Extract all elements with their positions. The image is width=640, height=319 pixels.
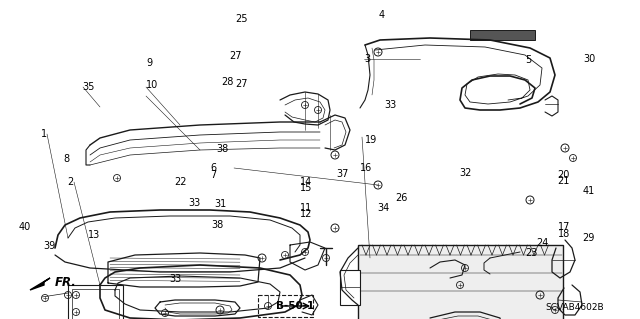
Text: SCVAB4602B: SCVAB4602B xyxy=(545,303,604,313)
Text: 39: 39 xyxy=(44,241,56,251)
Bar xyxy=(68,285,123,319)
Bar xyxy=(358,245,563,319)
Bar xyxy=(470,30,535,40)
Text: 23: 23 xyxy=(525,248,537,258)
Text: 34: 34 xyxy=(378,203,390,213)
Text: 33: 33 xyxy=(384,100,396,110)
Text: 29: 29 xyxy=(582,233,595,243)
Text: 9: 9 xyxy=(146,58,152,68)
Text: 14: 14 xyxy=(300,177,312,187)
Text: 30: 30 xyxy=(584,54,596,64)
Text: 22: 22 xyxy=(174,177,187,188)
Text: B-50-1: B-50-1 xyxy=(276,301,314,311)
Text: 40: 40 xyxy=(19,222,31,232)
Text: 37: 37 xyxy=(336,169,348,179)
Text: 11: 11 xyxy=(300,203,312,213)
Text: 27: 27 xyxy=(229,51,242,61)
Text: 27: 27 xyxy=(236,78,248,89)
Bar xyxy=(72,289,119,319)
Text: 7: 7 xyxy=(210,170,216,180)
Text: 17: 17 xyxy=(558,222,570,232)
Text: 18: 18 xyxy=(558,228,570,239)
Text: 41: 41 xyxy=(582,186,595,196)
Text: 26: 26 xyxy=(396,193,408,204)
Text: 38: 38 xyxy=(211,220,223,230)
Text: 2: 2 xyxy=(67,177,74,188)
Text: 3: 3 xyxy=(365,54,371,64)
Text: 21: 21 xyxy=(557,176,569,186)
Text: 33: 33 xyxy=(170,274,182,284)
Bar xyxy=(340,270,360,305)
Text: 8: 8 xyxy=(63,154,69,164)
Text: 6: 6 xyxy=(210,163,216,174)
Text: 20: 20 xyxy=(557,170,569,180)
Polygon shape xyxy=(30,278,50,290)
Text: 33: 33 xyxy=(189,197,201,208)
Text: 28: 28 xyxy=(221,77,234,87)
Text: 25: 25 xyxy=(236,13,248,24)
Text: 10: 10 xyxy=(146,80,158,91)
Text: 31: 31 xyxy=(214,198,227,209)
Text: 38: 38 xyxy=(216,144,228,154)
Text: 16: 16 xyxy=(360,163,372,174)
Text: 5: 5 xyxy=(525,55,532,65)
Text: 19: 19 xyxy=(365,135,377,145)
Text: 12: 12 xyxy=(300,209,312,219)
Text: 15: 15 xyxy=(300,183,312,193)
Text: 24: 24 xyxy=(536,238,548,248)
Text: 13: 13 xyxy=(88,230,100,241)
Bar xyxy=(258,295,313,317)
Text: 1: 1 xyxy=(40,129,47,139)
Text: 35: 35 xyxy=(82,82,94,92)
Text: 4: 4 xyxy=(379,10,385,20)
Text: 32: 32 xyxy=(460,168,472,178)
Text: FR.: FR. xyxy=(55,277,77,290)
